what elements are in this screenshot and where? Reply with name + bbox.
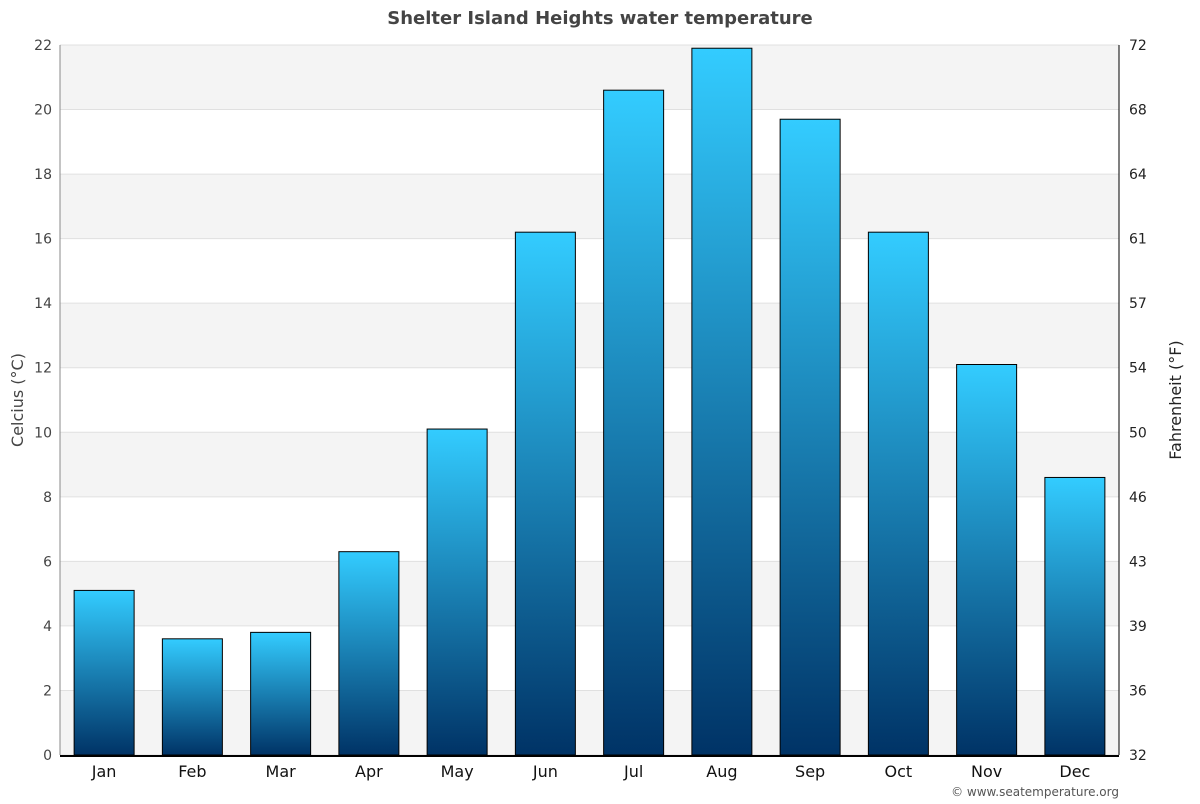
bar-jun [514, 231, 576, 756]
y-tick-label-right: 36 [1129, 683, 1147, 699]
grid-band [60, 690, 1119, 755]
grid-band [60, 45, 1119, 110]
grid-band [60, 432, 1119, 497]
y-tick-label-left: 6 [43, 554, 52, 570]
y-axis-label-right: Fahrenheit (°F) [1166, 340, 1185, 459]
x-tick-label: Mar [266, 762, 297, 781]
bar-jul [603, 89, 665, 756]
bar-sep [779, 118, 841, 756]
y-tick-label-right: 46 [1129, 490, 1147, 506]
y-tick-label-right: 54 [1129, 361, 1147, 377]
y-tick-label-left: 4 [43, 619, 52, 635]
x-tick-label: Jan [91, 762, 117, 781]
chart-title: Shelter Island Heights water temperature [387, 8, 812, 29]
bar-nov [956, 364, 1018, 756]
y-tick-label-right: 43 [1129, 554, 1147, 570]
y-tick-label-right: 72 [1129, 38, 1147, 54]
bar-oct [867, 231, 929, 756]
x-tick-label: Oct [885, 762, 913, 781]
y-tick-label-left: 12 [34, 361, 52, 377]
x-tick-label: Jul [623, 762, 643, 781]
grid-band [60, 174, 1119, 239]
bar-mar [250, 631, 312, 756]
bar-jan [73, 589, 135, 756]
footer-credit: © www.seatemperature.org [951, 785, 1119, 799]
y-tick-label-left: 16 [34, 232, 52, 248]
y-tick-label-right: 32 [1129, 748, 1147, 764]
y-axis-label-left: Celcius (°C) [8, 353, 27, 447]
y-tick-label-left: 8 [43, 490, 52, 506]
x-tick-label: Feb [178, 762, 206, 781]
grid-band [60, 303, 1119, 368]
bar-may [426, 428, 488, 756]
y-tick-label-right: 39 [1129, 619, 1147, 635]
y-tick-label-right: 64 [1129, 167, 1147, 183]
y-tick-label-right: 50 [1129, 425, 1147, 441]
y-tick-label-left: 10 [34, 425, 52, 441]
y-tick-label-left: 14 [34, 296, 52, 312]
x-tick-label: Sep [795, 762, 825, 781]
grid-band [60, 561, 1119, 626]
y-tick-label-right: 68 [1129, 103, 1147, 119]
y-tick-label-right: 57 [1129, 296, 1147, 312]
bar-dec [1044, 476, 1106, 756]
x-tick-label: May [441, 762, 474, 781]
y-tick-label-right: 61 [1129, 232, 1147, 248]
y-tick-label-left: 0 [43, 748, 52, 764]
y-tick-label-left: 2 [43, 683, 52, 699]
x-tick-label: Dec [1059, 762, 1090, 781]
y-tick-label-left: 22 [34, 38, 52, 54]
y-tick-label-left: 20 [34, 103, 52, 119]
x-tick-label: Apr [355, 762, 383, 781]
x-tick-label: Jun [532, 762, 558, 781]
x-tick-label: Aug [706, 762, 737, 781]
bar-aug [691, 47, 753, 756]
x-tick-label: Nov [971, 762, 1002, 781]
bar-feb [161, 638, 223, 756]
y-tick-label-left: 18 [34, 167, 52, 183]
bar-apr [338, 551, 400, 756]
